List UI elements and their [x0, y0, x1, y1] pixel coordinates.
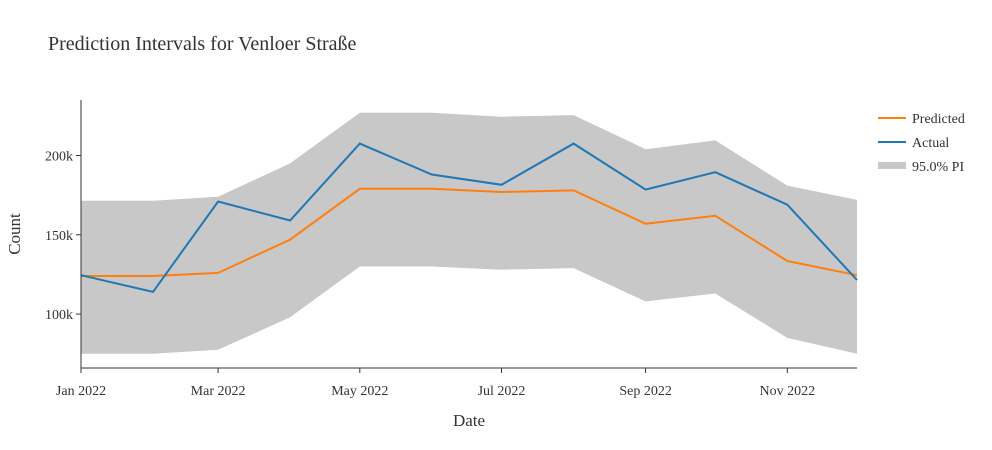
x-tick-label: Jan 2022 — [56, 384, 106, 399]
legend-item-interval[interactable]: 95.0% PI — [878, 160, 964, 175]
y-tick-label: 100k — [45, 308, 73, 323]
prediction-interval-band — [81, 112, 857, 354]
legend-item-predicted[interactable]: Predicted — [878, 112, 965, 127]
legend-swatch-interval — [878, 162, 906, 169]
x-ticks: Jan 2022 Mar 2022 May 2022 Jul 2022 Sep 2022… — [56, 368, 815, 399]
x-tick-label: Mar 2022 — [191, 384, 246, 399]
legend-label-actual: Actual — [912, 136, 949, 151]
y-axis-title: Count — [5, 213, 24, 255]
legend-item-actual[interactable]: Actual — [878, 136, 949, 151]
plot-area — [80, 112, 858, 354]
axes: 100k 150k 200k Jan 2022 Mar 2022 May 2022 Jul… — [45, 100, 857, 399]
legend-label-interval: 95.0% PI — [912, 160, 964, 175]
predicted-line — [81, 187, 858, 277]
actual-line — [80, 142, 858, 294]
y-ticks: 100k 150k 200k — [45, 150, 81, 323]
y-tick-label: 150k — [45, 229, 73, 244]
legend[interactable]: Predicted Actual 95.0% PI — [878, 112, 965, 175]
x-tick-label: Jul 2022 — [478, 384, 526, 399]
x-tick-label: Nov 2022 — [759, 384, 815, 399]
legend-label-predicted: Predicted — [912, 112, 965, 127]
x-tick-label: Sep 2022 — [619, 384, 672, 399]
x-tick-label: May 2022 — [331, 384, 388, 399]
x-axis-title: Date — [453, 411, 485, 430]
y-tick-label: 200k — [45, 150, 73, 165]
chart-title: Prediction Intervals for Venloer Straße — [48, 33, 357, 55]
